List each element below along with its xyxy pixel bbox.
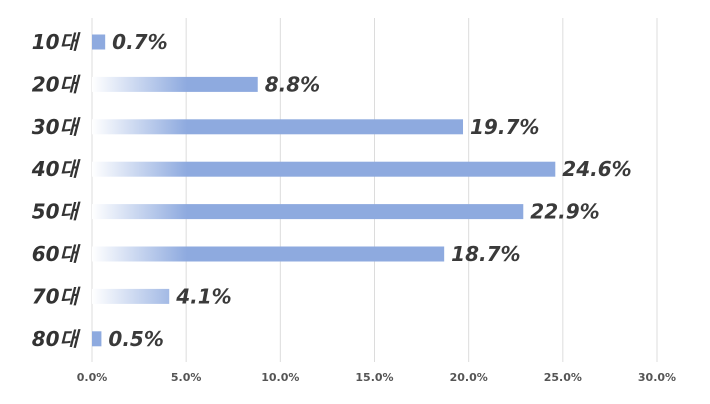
- value-label: 8.8%: [265, 72, 320, 96]
- bar: [92, 119, 464, 135]
- category-label: 70대: [32, 284, 81, 308]
- label-layer: 10대 0.7% 20대 8.8% 30대 19.7% 40대 24.6% 50대 22.9% 60…: [31, 30, 632, 351]
- category-label: 30대: [32, 115, 81, 139]
- tick-layer: 0.0% 5.0% 10.0% 15.0% 20.0% 25.0% 30.0%: [77, 371, 676, 384]
- value-label: 4.1%: [175, 284, 231, 308]
- value-label: 0.7%: [112, 30, 167, 54]
- x-tick-label: 20.0%: [450, 371, 488, 384]
- x-tick-label: 10.0%: [261, 371, 299, 384]
- x-tick-label: 30.0%: [638, 371, 676, 384]
- bar: [92, 204, 524, 220]
- value-label: 22.9%: [530, 200, 599, 224]
- category-label: 10대: [32, 30, 81, 54]
- category-label: 40대: [31, 157, 81, 181]
- value-label: 24.6%: [562, 157, 631, 181]
- value-label: 0.5%: [108, 327, 163, 351]
- grid-layer: [91, 18, 658, 362]
- value-label: 19.7%: [470, 115, 539, 139]
- bar: [92, 76, 258, 92]
- bar-layer: [92, 34, 556, 347]
- x-tick-label: 5.0%: [171, 371, 202, 384]
- x-tick-label: 25.0%: [544, 371, 582, 384]
- bar: [92, 246, 445, 262]
- value-label: 18.7%: [451, 242, 520, 266]
- bar: [92, 161, 556, 177]
- category-label: 60대: [32, 242, 81, 266]
- category-label: 50대: [32, 200, 81, 224]
- bar: [92, 34, 106, 50]
- x-tick-label: 0.0%: [77, 371, 108, 384]
- bar: [92, 331, 102, 347]
- category-label: 20대: [32, 72, 81, 96]
- bar: [92, 288, 170, 304]
- x-tick-label: 15.0%: [355, 371, 393, 384]
- category-label: 80대: [32, 327, 81, 351]
